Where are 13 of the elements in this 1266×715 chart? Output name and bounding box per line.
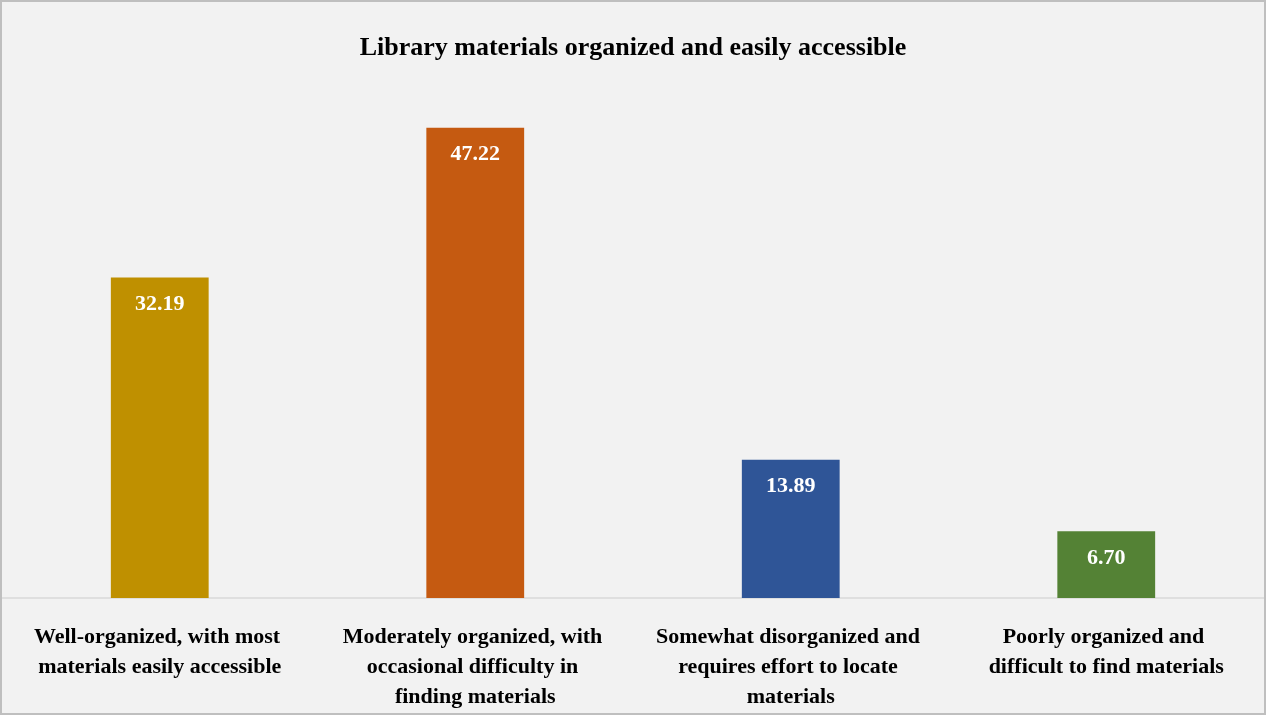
data-label: 6.70	[1087, 543, 1126, 569]
bar	[1057, 531, 1156, 598]
x-tick-label: Poorly organized and difficult to find materials	[988, 622, 1225, 678]
x-tick-label: Somewhat disorganized and requires effort to locate materials	[655, 622, 926, 708]
bar	[110, 277, 209, 598]
data-label: 32.19	[135, 289, 185, 315]
x-tick-label: Moderately organized, with occasional difficulty in finding materials	[342, 622, 608, 708]
x-tick-label: Well-organized, with most materials easily accessible	[33, 622, 286, 678]
data-label: 13.89	[766, 472, 816, 498]
bar	[741, 459, 840, 598]
bar	[426, 127, 525, 598]
data-label: 47.22	[450, 140, 500, 166]
chart-title: Library materials organized and easily accessible	[359, 31, 907, 61]
